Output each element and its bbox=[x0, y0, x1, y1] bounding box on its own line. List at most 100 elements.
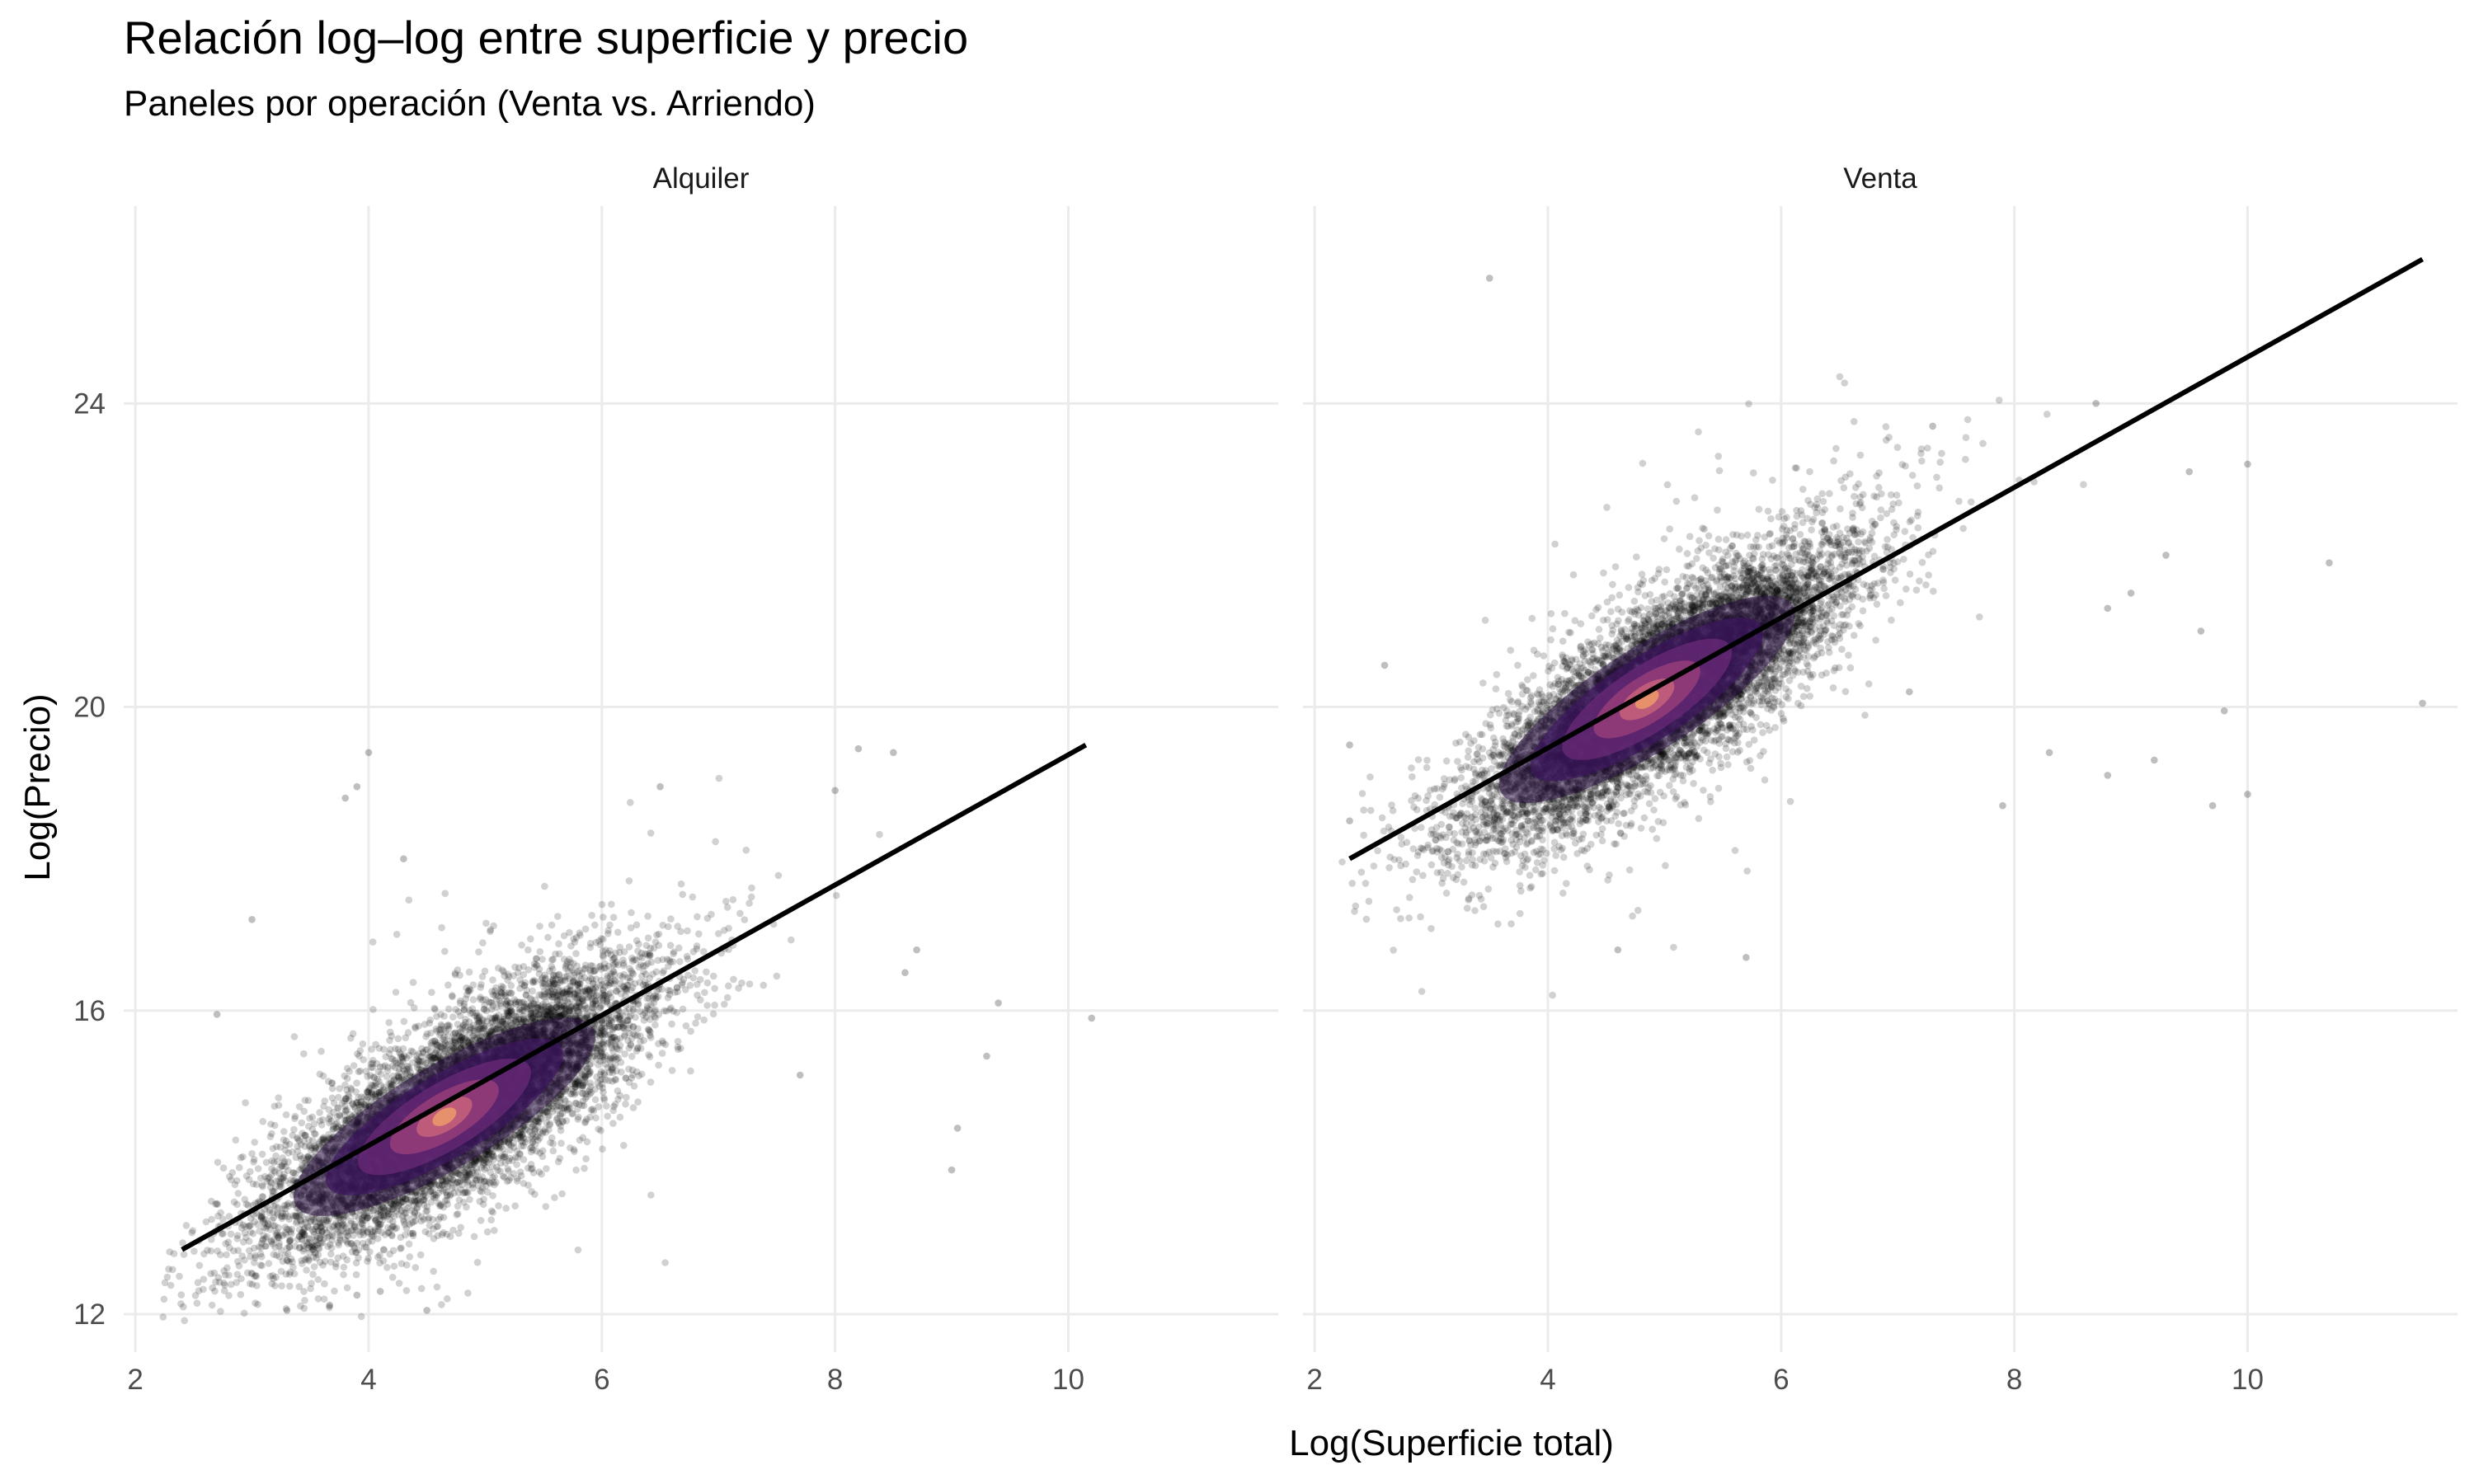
data-point bbox=[388, 1200, 396, 1208]
data-point bbox=[591, 1096, 600, 1104]
data-point bbox=[529, 987, 536, 995]
data-point bbox=[583, 1138, 591, 1146]
data-point bbox=[230, 1198, 238, 1206]
data-point bbox=[477, 984, 485, 991]
data-point bbox=[487, 1020, 495, 1027]
data-point bbox=[416, 1251, 425, 1259]
data-point bbox=[239, 1153, 247, 1161]
chart-title: Relación log–log entre superficie y prec… bbox=[124, 12, 968, 63]
data-point bbox=[729, 896, 737, 904]
data-point bbox=[486, 1029, 493, 1036]
data-point bbox=[712, 838, 719, 846]
data-point bbox=[622, 1074, 630, 1082]
data-point bbox=[369, 1206, 378, 1214]
data-point bbox=[441, 1197, 449, 1205]
data-point bbox=[344, 1232, 352, 1240]
data-point bbox=[586, 940, 595, 947]
data-point bbox=[176, 1272, 183, 1280]
data-point bbox=[561, 997, 569, 1004]
data-point bbox=[303, 1266, 310, 1274]
data-point bbox=[223, 1251, 230, 1259]
facet-panels: Alquiler Venta bbox=[124, 162, 2458, 1352]
data-point bbox=[553, 1003, 561, 1012]
data-point bbox=[200, 1285, 207, 1294]
data-point bbox=[646, 1006, 653, 1013]
data-point bbox=[392, 1200, 399, 1208]
data-point bbox=[554, 913, 562, 920]
data-point bbox=[388, 1274, 397, 1281]
data-point bbox=[279, 1257, 287, 1266]
data-point bbox=[653, 931, 661, 939]
data-point bbox=[403, 1065, 411, 1073]
data-point bbox=[315, 1245, 323, 1252]
data-point bbox=[463, 1166, 472, 1173]
data-point bbox=[483, 1228, 492, 1236]
data-point bbox=[409, 979, 417, 986]
data-point bbox=[620, 1142, 628, 1149]
data-point bbox=[623, 1093, 630, 1101]
data-point bbox=[581, 925, 590, 933]
data-point bbox=[475, 1017, 483, 1025]
data-point bbox=[489, 1192, 496, 1200]
data-point bbox=[235, 1262, 243, 1270]
data-point bbox=[335, 1093, 342, 1101]
data-point bbox=[245, 1223, 252, 1230]
data-point bbox=[449, 1037, 457, 1045]
data-point bbox=[556, 1012, 564, 1019]
data-point bbox=[576, 967, 584, 974]
data-point bbox=[567, 982, 574, 989]
data-point bbox=[557, 1139, 565, 1147]
data-point bbox=[446, 1047, 454, 1054]
data-point bbox=[506, 1019, 515, 1026]
data-point bbox=[582, 1155, 590, 1162]
data-point bbox=[220, 1267, 228, 1275]
data-point bbox=[449, 993, 456, 1001]
data-point bbox=[452, 1006, 459, 1013]
data-point bbox=[494, 1167, 501, 1174]
data-point bbox=[384, 1064, 392, 1071]
data-point bbox=[485, 998, 493, 1006]
data-point bbox=[413, 1204, 421, 1212]
data-point bbox=[195, 1261, 204, 1270]
data-point bbox=[266, 1225, 275, 1233]
data-point bbox=[240, 1309, 248, 1317]
data-point bbox=[658, 985, 666, 993]
data-point bbox=[543, 1165, 550, 1172]
data-point bbox=[695, 930, 703, 938]
data-point bbox=[326, 1303, 333, 1312]
data-point bbox=[633, 937, 641, 945]
data-point bbox=[219, 1164, 228, 1172]
data-point bbox=[546, 967, 553, 974]
data-point bbox=[654, 956, 662, 965]
data-point bbox=[529, 1014, 537, 1022]
data-point bbox=[748, 884, 755, 892]
data-point bbox=[397, 1076, 405, 1083]
data-point bbox=[434, 1223, 442, 1230]
data-point bbox=[572, 1100, 581, 1107]
data-point bbox=[876, 830, 883, 838]
data-point bbox=[670, 950, 677, 958]
data-point bbox=[390, 1262, 398, 1270]
data-point bbox=[225, 1213, 233, 1220]
data-point bbox=[489, 976, 496, 984]
data-point bbox=[600, 991, 609, 999]
data-point bbox=[480, 1157, 487, 1164]
data-point bbox=[309, 1228, 317, 1236]
data-point bbox=[501, 989, 509, 997]
data-point bbox=[314, 1275, 322, 1284]
data-point bbox=[430, 1267, 437, 1275]
facet-label: Alquiler bbox=[653, 162, 750, 195]
data-point bbox=[641, 1009, 649, 1017]
data-point bbox=[270, 1187, 278, 1195]
data-point bbox=[741, 916, 749, 923]
data-point bbox=[331, 1287, 338, 1295]
data-point bbox=[661, 1259, 669, 1266]
data-point bbox=[565, 967, 572, 975]
data-point bbox=[468, 1169, 477, 1176]
data-point bbox=[611, 1101, 619, 1108]
data-point bbox=[385, 1019, 393, 1026]
data-point bbox=[270, 1251, 278, 1258]
data-point bbox=[715, 774, 723, 782]
data-point bbox=[397, 1073, 406, 1081]
data-point bbox=[674, 1043, 682, 1051]
